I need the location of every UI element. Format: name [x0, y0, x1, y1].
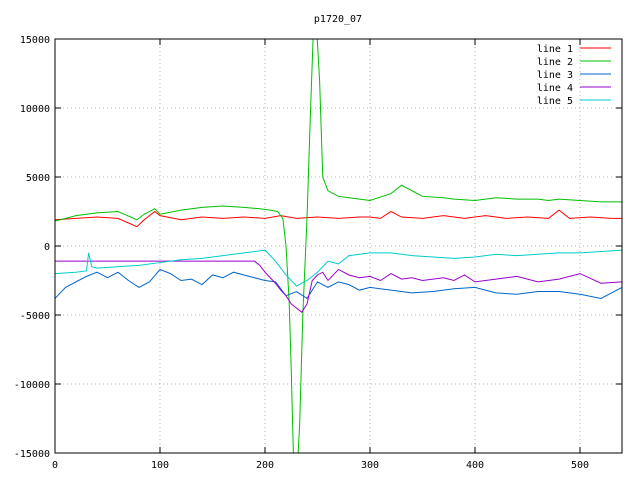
- x-tick-label: 400: [466, 460, 484, 471]
- legend: line 1 line 2 line 3 line 4 line 5: [537, 44, 611, 107]
- y-tick-label: -5000: [20, 311, 50, 322]
- legend-label: line 2: [537, 57, 573, 68]
- y-tick-label: 5000: [26, 173, 50, 184]
- legend-label: line 1: [537, 44, 573, 55]
- y-tick-label: 0: [44, 242, 50, 253]
- x-tick-label: 500: [571, 460, 589, 471]
- x-tick-label: 200: [256, 460, 274, 471]
- y-tick-label: -15000: [14, 449, 50, 460]
- chart-title: p1720_07: [314, 14, 362, 25]
- x-tick-label: 0: [52, 460, 58, 471]
- y-tick-label: 15000: [20, 35, 50, 46]
- grid-lines: [55, 39, 622, 453]
- legend-label: line 3: [537, 70, 573, 81]
- series-line-2: [55, 39, 622, 453]
- series-line-3: [55, 268, 622, 300]
- series-line-1: [55, 209, 622, 228]
- legend-label: line 4: [537, 83, 573, 94]
- legend-label: line 5: [537, 96, 573, 107]
- series-line-5: [55, 249, 622, 287]
- x-tick-label: 300: [361, 460, 379, 471]
- series-lines: [55, 39, 622, 453]
- y-tick-label: -10000: [14, 380, 50, 391]
- x-tick-label: 100: [151, 460, 169, 471]
- y-tick-label: 10000: [20, 104, 50, 115]
- series-line-4: [55, 260, 622, 313]
- axis-ticks: 0 100 200 300 400 500 -15000 -10000 -5000 0 5000 10…: [14, 35, 622, 471]
